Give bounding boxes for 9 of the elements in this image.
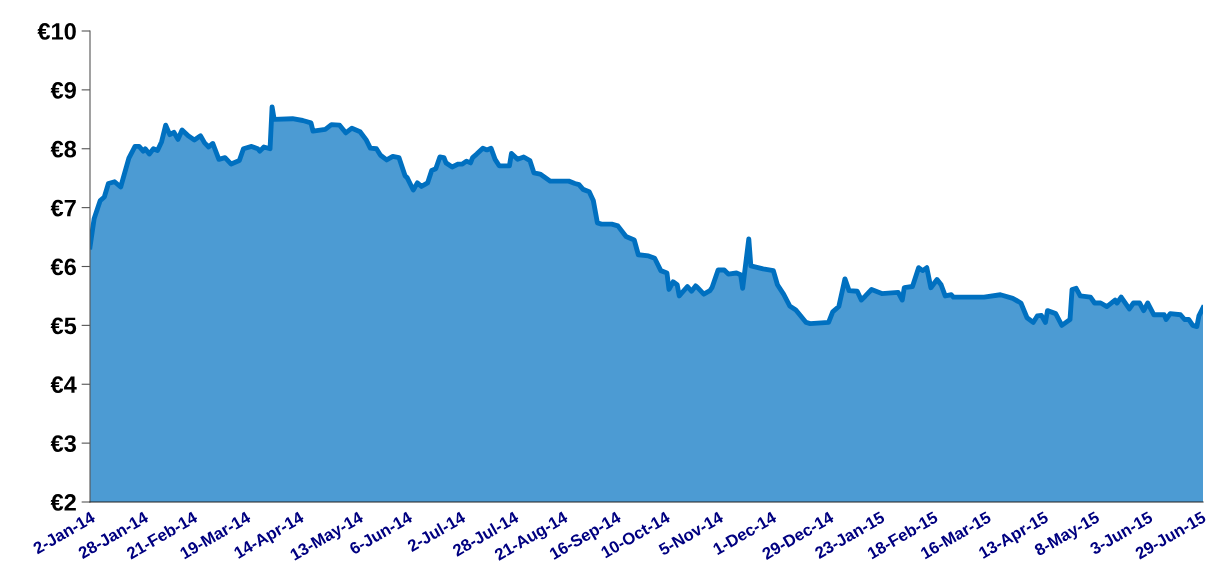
- y-tick-label: €10: [37, 23, 76, 40]
- y-tick-label: €8: [50, 140, 77, 158]
- y-tick-label: €3: [50, 435, 76, 452]
- y-tick-label: €5: [50, 317, 77, 335]
- y-tick-label: €6: [50, 258, 76, 276]
- y-tick-label: €7: [50, 199, 76, 217]
- y-tick-label: €2: [50, 494, 76, 511]
- y-tick-label: €9: [50, 81, 76, 99]
- y-tick-label: €4: [50, 376, 77, 394]
